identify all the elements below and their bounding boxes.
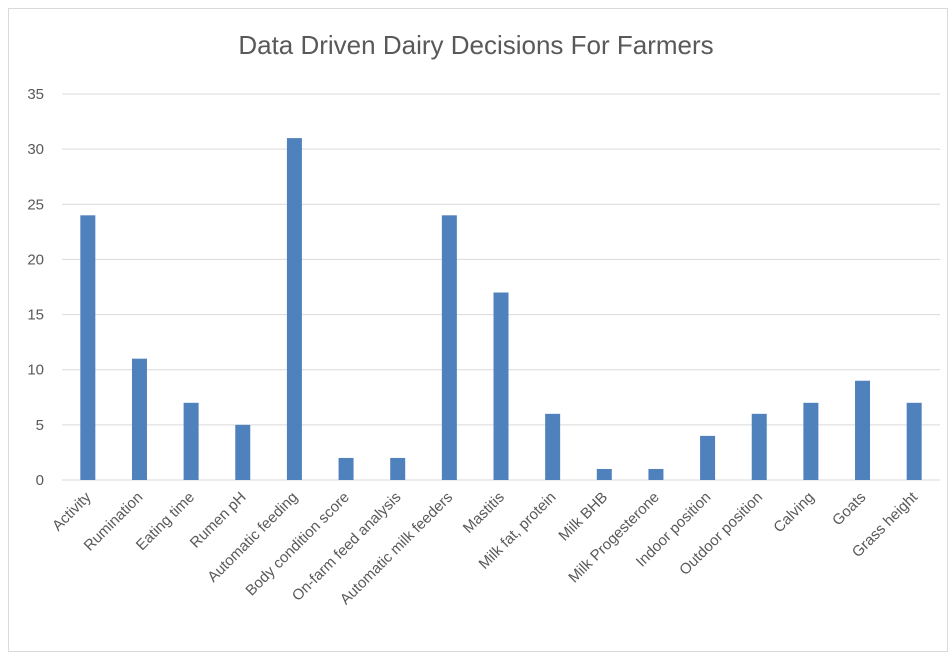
bar [906,402,922,480]
y-tick-label: 25 [27,196,44,213]
y-axis-tick-labels: 0 5 10 15 20 25 30 35 [27,86,44,489]
bar [751,413,767,480]
bar [700,435,716,480]
bar [545,413,561,480]
x-category-label: Milk Progesterone [565,489,663,587]
y-tick-label: 5 [36,417,44,434]
bar [235,424,251,480]
x-category-label: Activity [49,488,95,534]
y-tick-label: 10 [27,362,44,379]
bar [80,215,96,481]
chart-frame [8,8,948,652]
bar [390,457,406,480]
bar [338,457,354,480]
bar [803,402,819,480]
y-tick-label: 0 [36,472,44,489]
bar [183,402,199,480]
chart-title: Data Driven Dairy Decisions For Farmers [238,30,714,60]
bar [855,380,871,480]
bar [493,292,509,480]
y-tick-label: 30 [27,141,44,158]
x-category-label: Mastitis [460,489,508,537]
x-category-label: Calving [770,489,817,536]
y-tick-label: 20 [27,251,44,268]
bar [596,468,612,480]
bar [441,215,457,481]
bar [648,468,664,480]
bars [80,138,922,481]
y-tick-label: 35 [27,86,44,103]
x-category-label: Automatic feeding [204,489,301,586]
bar [286,138,302,480]
y-tick-label: 15 [27,307,44,324]
x-category-label: Goats [829,489,869,529]
bar [131,358,147,480]
